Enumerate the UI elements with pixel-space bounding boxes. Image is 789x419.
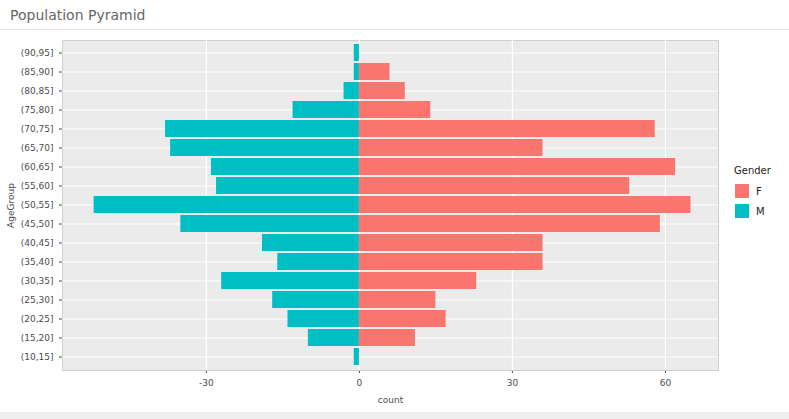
svg-text:(80,85]: (80,85] (21, 86, 54, 96)
svg-text:(60,65]: (60,65] (21, 162, 54, 172)
svg-text:(30,35]: (30,35] (21, 276, 54, 286)
svg-text:(65,70]: (65,70] (21, 143, 54, 153)
svg-text:(75,80]: (75,80] (21, 105, 54, 115)
svg-text:(25,30]: (25,30] (21, 295, 54, 305)
svg-text:AgeGroup: AgeGroup (6, 183, 16, 228)
svg-text:(10,15]: (10,15] (21, 352, 54, 362)
svg-text:(15,20]: (15,20] (21, 333, 54, 343)
svg-text:60: 60 (660, 378, 672, 388)
svg-text:-30: -30 (199, 378, 214, 388)
svg-text:30: 30 (507, 378, 519, 388)
svg-text:(45,50]: (45,50] (21, 219, 54, 229)
html-text:Population Pyramid: Population Pyramid (10, 7, 146, 23)
svg-text:0: 0 (357, 378, 363, 388)
svg-text:(90,95]: (90,95] (21, 48, 54, 58)
html-text:F: F (756, 185, 762, 197)
svg-text:(40,45]: (40,45] (21, 238, 54, 248)
html-text:M: M (756, 205, 765, 217)
svg-text:(20,25]: (20,25] (21, 314, 54, 324)
svg-text:(35,40]: (35,40] (21, 257, 54, 267)
svg-text:count: count (378, 395, 404, 405)
svg-text:(85,90]: (85,90] (21, 67, 54, 77)
html-text:Gender: Gender (734, 165, 771, 176)
svg-text:(70,75]: (70,75] (21, 124, 54, 134)
svg-text:(55,60]: (55,60] (21, 181, 54, 191)
svg-text:(50,55]: (50,55] (21, 200, 54, 210)
